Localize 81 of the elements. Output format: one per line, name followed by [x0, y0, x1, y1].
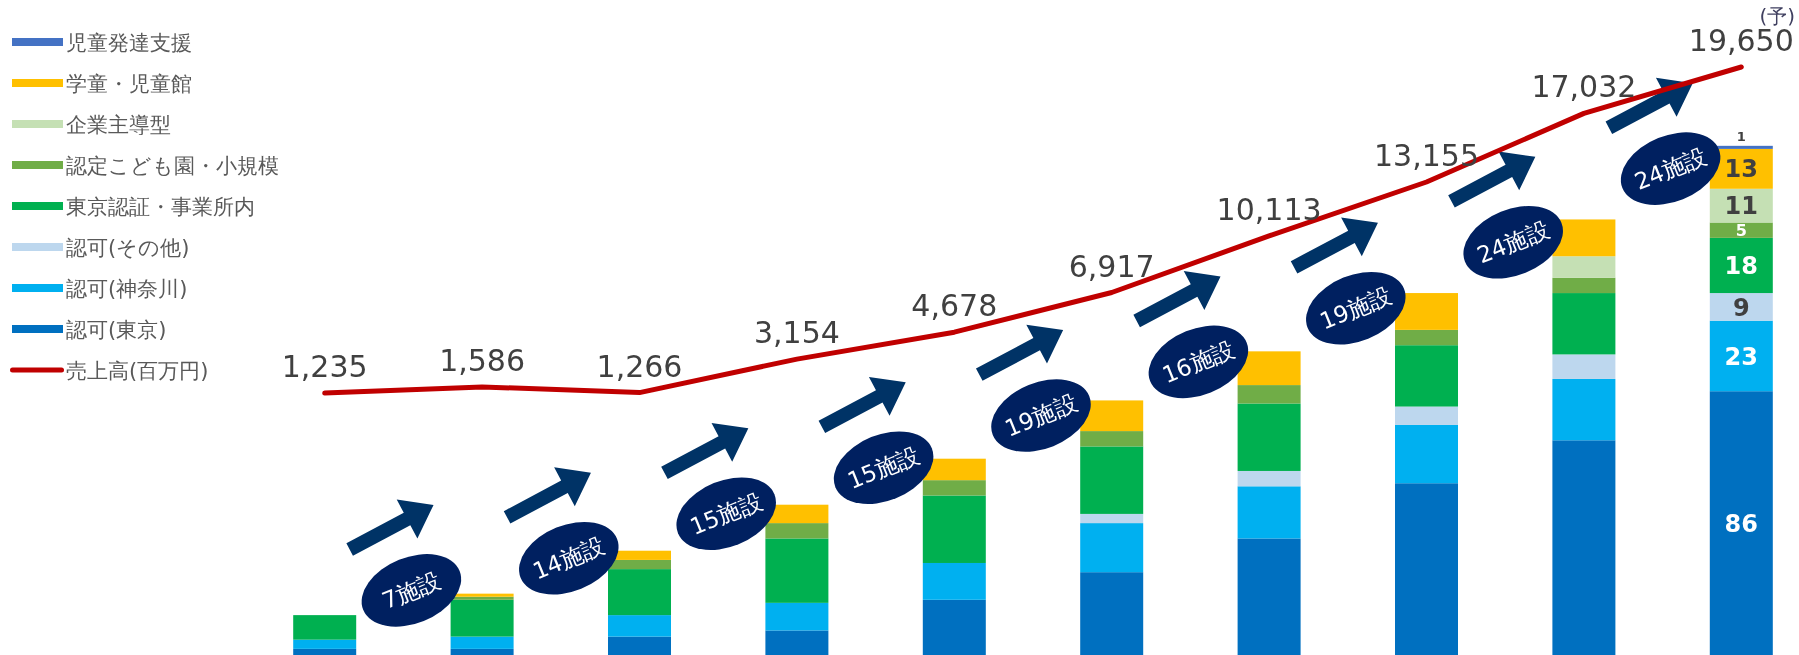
bar	[1237, 486, 1301, 539]
legend-label: 企業主導型	[66, 113, 171, 137]
bar	[1080, 572, 1144, 655]
legend-label: 認可(東京)	[66, 318, 167, 342]
annotation: 14施設	[529, 532, 609, 585]
bar	[1395, 345, 1458, 407]
annotation: 16施設	[1158, 335, 1239, 389]
data-label: 9	[1732, 293, 1750, 322]
bar	[922, 480, 986, 496]
bar	[1080, 431, 1144, 447]
bar	[293, 648, 357, 655]
bar	[1237, 538, 1301, 655]
data-label: 1,235	[281, 349, 368, 385]
data-label: 86	[1724, 509, 1758, 538]
annotation: 19施設	[1001, 389, 1081, 442]
data-label: 23	[1724, 342, 1758, 371]
data-label: 5	[1735, 220, 1747, 240]
bar	[1395, 406, 1458, 425]
legend-label: 東京認証・事業所内	[66, 195, 255, 219]
data-label: 4,678	[911, 288, 998, 324]
annotation: 24施設	[1630, 142, 1711, 195]
bar	[1552, 256, 1616, 278]
data-label: 1	[1736, 128, 1746, 144]
bar	[1395, 483, 1458, 655]
legend: 売上高(百万円)	[10, 359, 209, 383]
bar	[765, 523, 829, 539]
legend-label: 認可(神奈川)	[66, 277, 188, 301]
data-label: 3,154	[753, 315, 840, 351]
bar	[1709, 237, 1773, 294]
legend-label: 学童・児童館	[66, 72, 192, 96]
bar	[1552, 440, 1616, 655]
bar	[608, 569, 671, 616]
bar	[922, 599, 986, 655]
bar	[1395, 293, 1458, 330]
annotation: 19施設	[1316, 282, 1396, 335]
bar	[922, 495, 986, 563]
annotation: 15施設	[843, 441, 924, 494]
annotation: 24施設	[1473, 216, 1553, 269]
bar	[1237, 470, 1301, 487]
annotation: 7施設	[378, 566, 445, 614]
bar	[1709, 320, 1773, 392]
data-label: 10,113	[1216, 191, 1322, 227]
bar	[765, 602, 829, 631]
data-label: 1,266	[596, 348, 683, 384]
legend-label: 認可(その他)	[66, 236, 190, 260]
bar	[608, 615, 671, 637]
bar	[765, 538, 829, 603]
bar	[1080, 446, 1144, 514]
data-label: 6,917	[1068, 248, 1155, 284]
data-label: 11	[1724, 192, 1758, 221]
bar	[1552, 354, 1616, 379]
bar	[293, 639, 357, 649]
bar	[1552, 378, 1616, 441]
legend-label: 売上高(百万円)	[66, 359, 209, 383]
bar	[450, 636, 514, 649]
data-label: 13,155	[1374, 138, 1479, 174]
bar	[1080, 523, 1144, 573]
bar	[1552, 293, 1616, 355]
bar	[1080, 513, 1144, 524]
data-label: 13	[1724, 155, 1758, 184]
data-label: 17,032	[1531, 69, 1637, 105]
bar	[450, 648, 514, 655]
bar	[293, 615, 357, 640]
annotation: 15施設	[686, 487, 766, 540]
legend-label: 児童発達支援	[66, 31, 192, 55]
bar	[1709, 293, 1773, 321]
bar	[1395, 424, 1458, 484]
bar	[450, 599, 514, 637]
bar	[1237, 385, 1301, 404]
data-label: 18	[1724, 252, 1758, 281]
legend-label: 認定こども園・小規模	[66, 154, 279, 178]
bar	[1395, 329, 1458, 346]
bar	[922, 562, 986, 600]
bar	[608, 559, 671, 570]
bar	[1237, 351, 1301, 386]
bar	[1552, 277, 1616, 294]
bar	[1709, 391, 1773, 655]
bar	[765, 630, 829, 655]
bar	[1237, 403, 1301, 471]
data-label: 1,586	[439, 342, 526, 378]
bar	[608, 636, 671, 655]
